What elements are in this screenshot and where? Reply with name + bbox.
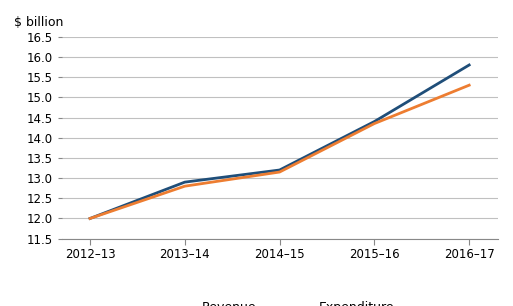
Revenue	[277, 168, 283, 172]
Legend: Revenue, Expenditure: Revenue, Expenditure	[165, 301, 394, 306]
Expenditure	[371, 122, 378, 125]
Revenue	[466, 63, 472, 67]
Revenue	[182, 180, 188, 184]
Expenditure	[182, 184, 188, 188]
Revenue	[87, 217, 93, 220]
Expenditure	[277, 170, 283, 174]
Line: Revenue: Revenue	[90, 65, 469, 218]
Revenue	[371, 120, 378, 123]
Expenditure	[87, 217, 93, 220]
Line: Expenditure: Expenditure	[90, 85, 469, 218]
Text: $ billion: $ billion	[13, 16, 63, 29]
Expenditure	[466, 83, 472, 87]
